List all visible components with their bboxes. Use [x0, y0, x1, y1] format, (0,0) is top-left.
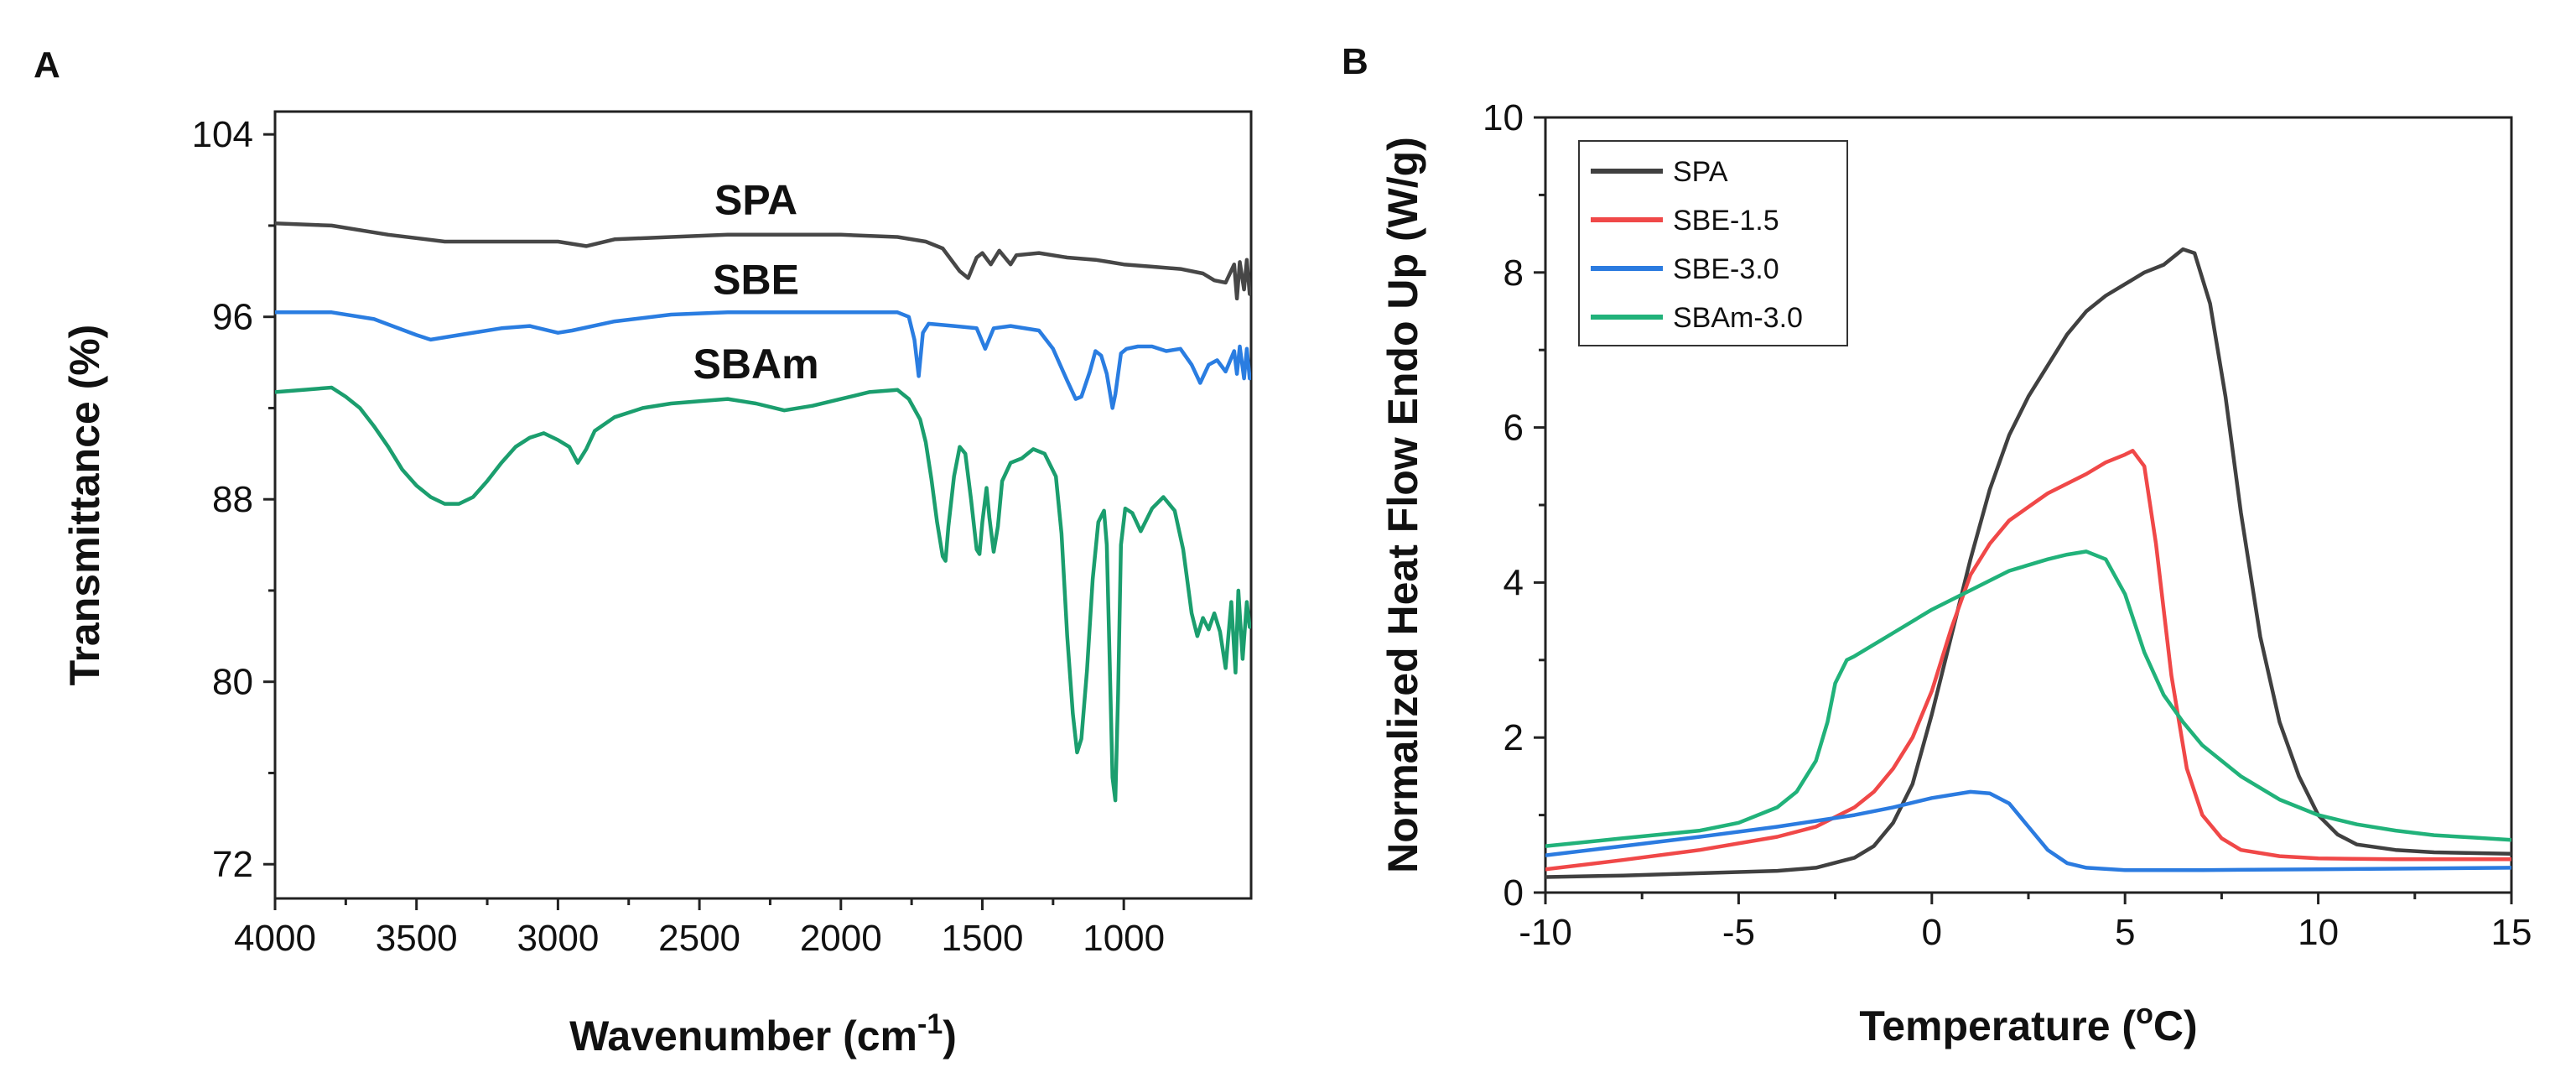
- legend-label: SBAm-3.0: [1673, 302, 1803, 334]
- y-tick-label: 8: [1504, 253, 1524, 294]
- x-tick-label: 2500: [658, 918, 740, 959]
- y-tick-label: 10: [1483, 97, 1524, 138]
- plot-frame: [273, 110, 1253, 900]
- x-tick-label: 5: [2115, 912, 2135, 953]
- y-tick-label: 88: [212, 479, 253, 520]
- series-line-sbe: [275, 310, 1251, 410]
- x-tick-label: 1000: [1083, 918, 1165, 959]
- series-label: SBAm: [693, 341, 819, 388]
- panel-letter: A: [34, 44, 60, 86]
- chart-panel-b: B -10 -5 0 5 10 15 0 2 4 6 8 10 Temperature (oC) Norma…: [1342, 41, 2532, 1049]
- x-tick-label: 3500: [376, 918, 458, 959]
- legend-box: [1578, 140, 1848, 346]
- series-label: SBE: [713, 257, 799, 304]
- y-tick-label: 96: [212, 297, 253, 338]
- legend-label: SPA: [1673, 156, 1728, 188]
- x-tick-label: 10: [2298, 912, 2339, 953]
- y-tick-label: 4: [1504, 562, 1524, 603]
- x-axis-label: Temperature (oC): [1859, 998, 2197, 1049]
- y-tick-label: 6: [1504, 408, 1524, 449]
- legend: SPA SBE-1.5 SBE-3.0 SBAm-3.0: [1578, 140, 1848, 346]
- series-line-sbe-3-0: [1545, 789, 2511, 872]
- x-tick-label: 2000: [800, 918, 882, 959]
- legend-label: SBE-3.0: [1673, 253, 1779, 285]
- y-axis-label: Normalized Heat Flow Endo Up (W/g): [1379, 137, 1426, 873]
- panel-letter: B: [1342, 41, 1368, 82]
- y-axis-label: Transmittance (%): [61, 325, 108, 686]
- series-line-spa: [275, 221, 1251, 301]
- series-line-sbam-3-0: [1545, 549, 2511, 848]
- x-tick-label: -10: [1519, 912, 1572, 953]
- series-line-spa: [1545, 247, 2511, 879]
- x-tick-label: 15: [2491, 912, 2532, 953]
- x-tick-label: 0: [1922, 912, 1942, 953]
- chart-panel-a: A 4000 3500 3000 2500 2000 1500 1000 72 80 88 96 104…: [34, 44, 1253, 1060]
- series-label: SPA: [714, 176, 797, 223]
- y-tick-label: 80: [212, 662, 253, 703]
- legend-label: SBE-1.5: [1673, 205, 1779, 237]
- x-tick-label: 4000: [234, 918, 316, 959]
- series-line-sbe-1-5: [1545, 449, 2511, 872]
- y-tick-label: 2: [1504, 717, 1524, 758]
- series-line-sbam: [275, 385, 1251, 803]
- x-tick-label: 3000: [517, 918, 599, 959]
- y-tick-label: 0: [1504, 872, 1524, 914]
- x-axis-label: Wavenumber (cm-1): [569, 1008, 957, 1060]
- x-tick-label: 1500: [942, 918, 1024, 959]
- x-tick-label: -5: [1722, 912, 1755, 953]
- y-tick-label: 104: [192, 114, 253, 155]
- y-tick-label: 72: [212, 844, 253, 885]
